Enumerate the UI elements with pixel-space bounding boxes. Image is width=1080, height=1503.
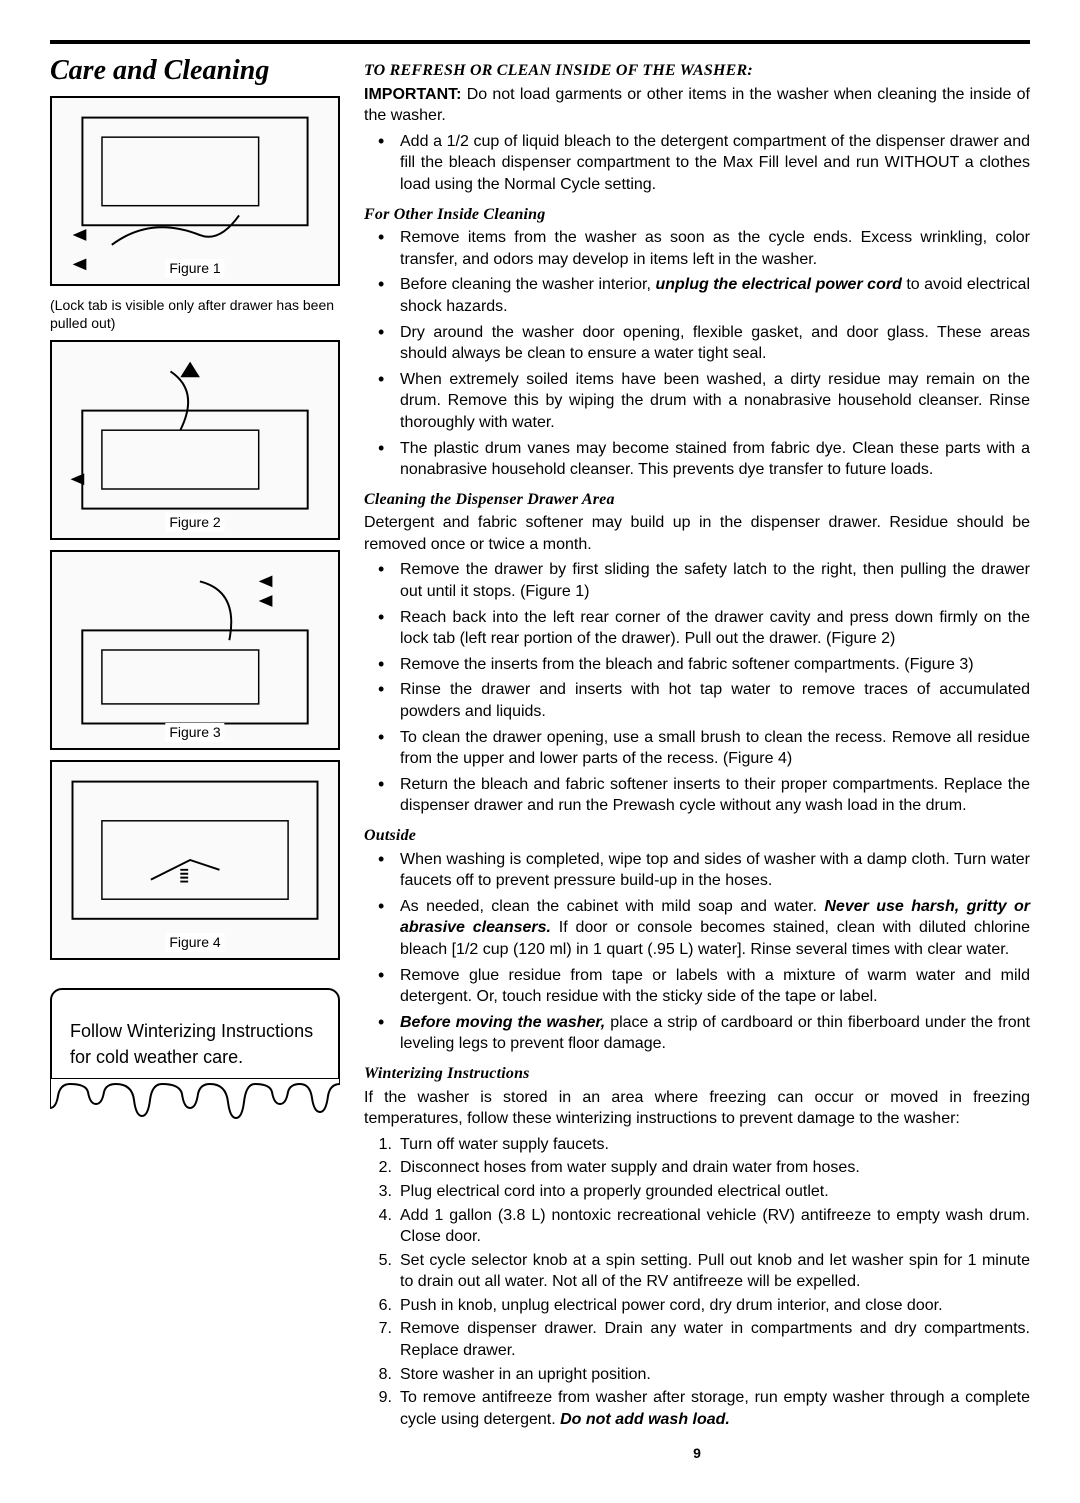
text: Disconnect hoses from water supply and d… — [400, 1159, 860, 1176]
page-columns: Care and Cleaning Figure 1 (Lock tab is … — [50, 52, 1030, 1463]
text-bold: Before moving the washer, — [400, 1014, 605, 1031]
section-head-refresh: TO REFRESH OR CLEAN INSIDE OF THE WASHER… — [364, 60, 1030, 82]
text: As needed, clean the cabinet with mild s… — [400, 898, 824, 915]
figure-3: Figure 3 — [50, 550, 340, 750]
list-item: Dry around the washer door opening, flex… — [364, 322, 1030, 365]
list-item: Remove the drawer by first sliding the s… — [364, 559, 1030, 602]
list-item: Reach back into the left rear corner of … — [364, 607, 1030, 650]
list-item: The plastic drum vanes may become staine… — [364, 438, 1030, 481]
text: Push in knob, unplug electrical power co… — [400, 1297, 943, 1314]
winterizing-note-text: Follow Winterizing Instructions for cold… — [70, 1018, 320, 1070]
figure-4: Figure 4 — [50, 760, 340, 960]
list-item: Remove items from the washer as soon as … — [364, 227, 1030, 270]
top-rule — [50, 40, 1030, 44]
text: Add 1 gallon (3.8 L) nontoxic recreation… — [400, 1207, 1030, 1246]
list-item: 9.To remove antifreeze from washer after… — [364, 1387, 1030, 1430]
list-item: Add a 1/2 cup of liquid bleach to the de… — [364, 131, 1030, 196]
figure-2: Figure 2 — [50, 340, 340, 540]
figure-3-illustration — [52, 552, 338, 748]
figure-2-label: Figure 2 — [165, 513, 224, 532]
list-item: 5.Set cycle selector knob at a spin sett… — [364, 1250, 1030, 1293]
list-item: 3.Plug electrical cord into a properly g… — [364, 1181, 1030, 1203]
figure-1: Figure 1 — [50, 96, 340, 286]
list-item: Remove glue residue from tape or labels … — [364, 965, 1030, 1008]
list-item: Rinse the drawer and inserts with hot ta… — [364, 679, 1030, 722]
figure-3-label: Figure 3 — [165, 723, 224, 742]
list-item: When washing is completed, wipe top and … — [364, 849, 1030, 892]
list-item: Remove the inserts from the bleach and f… — [364, 654, 1030, 676]
outside-bullets: When washing is completed, wipe top and … — [364, 849, 1030, 1055]
dispenser-intro: Detergent and fabric softener may build … — [364, 512, 1030, 555]
winterizing-note-card: Follow Winterizing Instructions for cold… — [50, 988, 340, 1082]
list-item: To clean the drawer opening, use a small… — [364, 727, 1030, 770]
figure-1-illustration — [52, 98, 338, 284]
text: Before cleaning the washer interior, — [400, 276, 655, 293]
list-item: Return the bleach and fabric softener in… — [364, 774, 1030, 817]
other-inside-bullets: Remove items from the washer as soon as … — [364, 227, 1030, 481]
important-rest: Do not load garments or other items in t… — [364, 86, 1030, 125]
winterizing-intro: If the washer is stored in an area where… — [364, 1087, 1030, 1130]
text: Set cycle selector knob at a spin settin… — [400, 1252, 1030, 1291]
figure-4-label: Figure 4 — [165, 933, 224, 952]
text-bold: Do not add wash load. — [560, 1411, 730, 1428]
lock-tab-note: (Lock tab is visible only after drawer h… — [50, 296, 340, 332]
list-item: 2.Disconnect hoses from water supply and… — [364, 1157, 1030, 1179]
text: Plug electrical cord into a properly gro… — [400, 1183, 829, 1200]
important-lead: IMPORTANT: — [364, 86, 461, 103]
text: Remove dispenser drawer. Drain any water… — [400, 1320, 1030, 1359]
list-item: Before cleaning the washer interior, unp… — [364, 274, 1030, 317]
section-head-dispenser: Cleaning the Dispenser Drawer Area — [364, 489, 1030, 511]
text: Store washer in an upright position. — [400, 1366, 651, 1383]
page-title: Care and Cleaning — [50, 52, 340, 90]
text-underline: WITHOUT — [885, 154, 959, 171]
list-item: 1.Turn off water supply faucets. — [364, 1134, 1030, 1156]
section-head-other-inside: For Other Inside Cleaning — [364, 204, 1030, 226]
list-item: 8.Store washer in an upright position. — [364, 1364, 1030, 1386]
list-item: 6.Push in knob, unplug electrical power … — [364, 1295, 1030, 1317]
figure-2-illustration — [52, 342, 338, 538]
section-head-outside: Outside — [364, 825, 1030, 847]
list-item: Before moving the washer, place a strip … — [364, 1012, 1030, 1055]
refresh-bullets: Add a 1/2 cup of liquid bleach to the de… — [364, 131, 1030, 196]
figure-1-label: Figure 1 — [165, 259, 224, 278]
list-item: When extremely soiled items have been wa… — [364, 369, 1030, 434]
right-column: TO REFRESH OR CLEAN INSIDE OF THE WASHER… — [364, 52, 1030, 1463]
text-bold: unplug the electrical power cord — [655, 276, 901, 293]
important-paragraph: IMPORTANT: Do not load garments or other… — [364, 84, 1030, 127]
left-column: Care and Cleaning Figure 1 (Lock tab is … — [50, 52, 340, 1463]
dispenser-bullets: Remove the drawer by first sliding the s… — [364, 559, 1030, 817]
figure-4-illustration — [52, 762, 338, 958]
page-number: 9 — [364, 1444, 1030, 1463]
list-item: As needed, clean the cabinet with mild s… — [364, 896, 1030, 961]
frost-drips-icon — [50, 1078, 340, 1120]
list-item: 7.Remove dispenser drawer. Drain any wat… — [364, 1318, 1030, 1361]
text: Turn off water supply faucets. — [400, 1136, 609, 1153]
winterizing-steps: 1.Turn off water supply faucets. 2.Disco… — [364, 1134, 1030, 1431]
section-head-winterizing: Winterizing Instructions — [364, 1063, 1030, 1085]
list-item: 4.Add 1 gallon (3.8 L) nontoxic recreati… — [364, 1205, 1030, 1248]
